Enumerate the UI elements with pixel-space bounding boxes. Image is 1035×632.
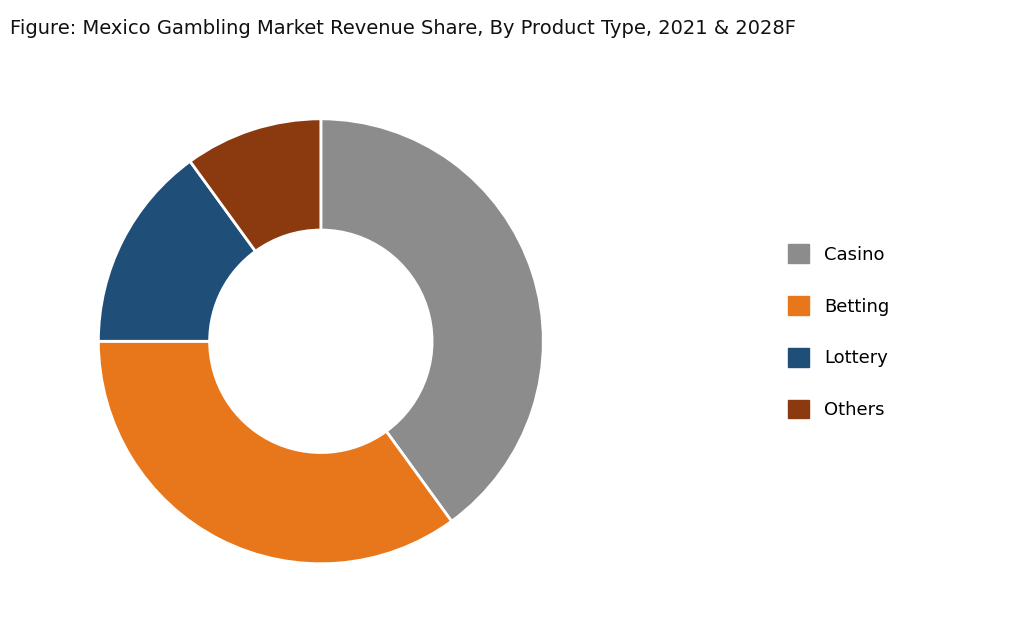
Wedge shape [190,119,321,252]
Wedge shape [98,341,451,564]
Wedge shape [98,161,256,341]
Text: Figure: Mexico Gambling Market Revenue Share, By Product Type, 2021 & 2028F: Figure: Mexico Gambling Market Revenue S… [10,19,796,38]
Wedge shape [321,119,543,521]
Legend: Casino, Betting, Lottery, Others: Casino, Betting, Lottery, Others [788,245,889,419]
